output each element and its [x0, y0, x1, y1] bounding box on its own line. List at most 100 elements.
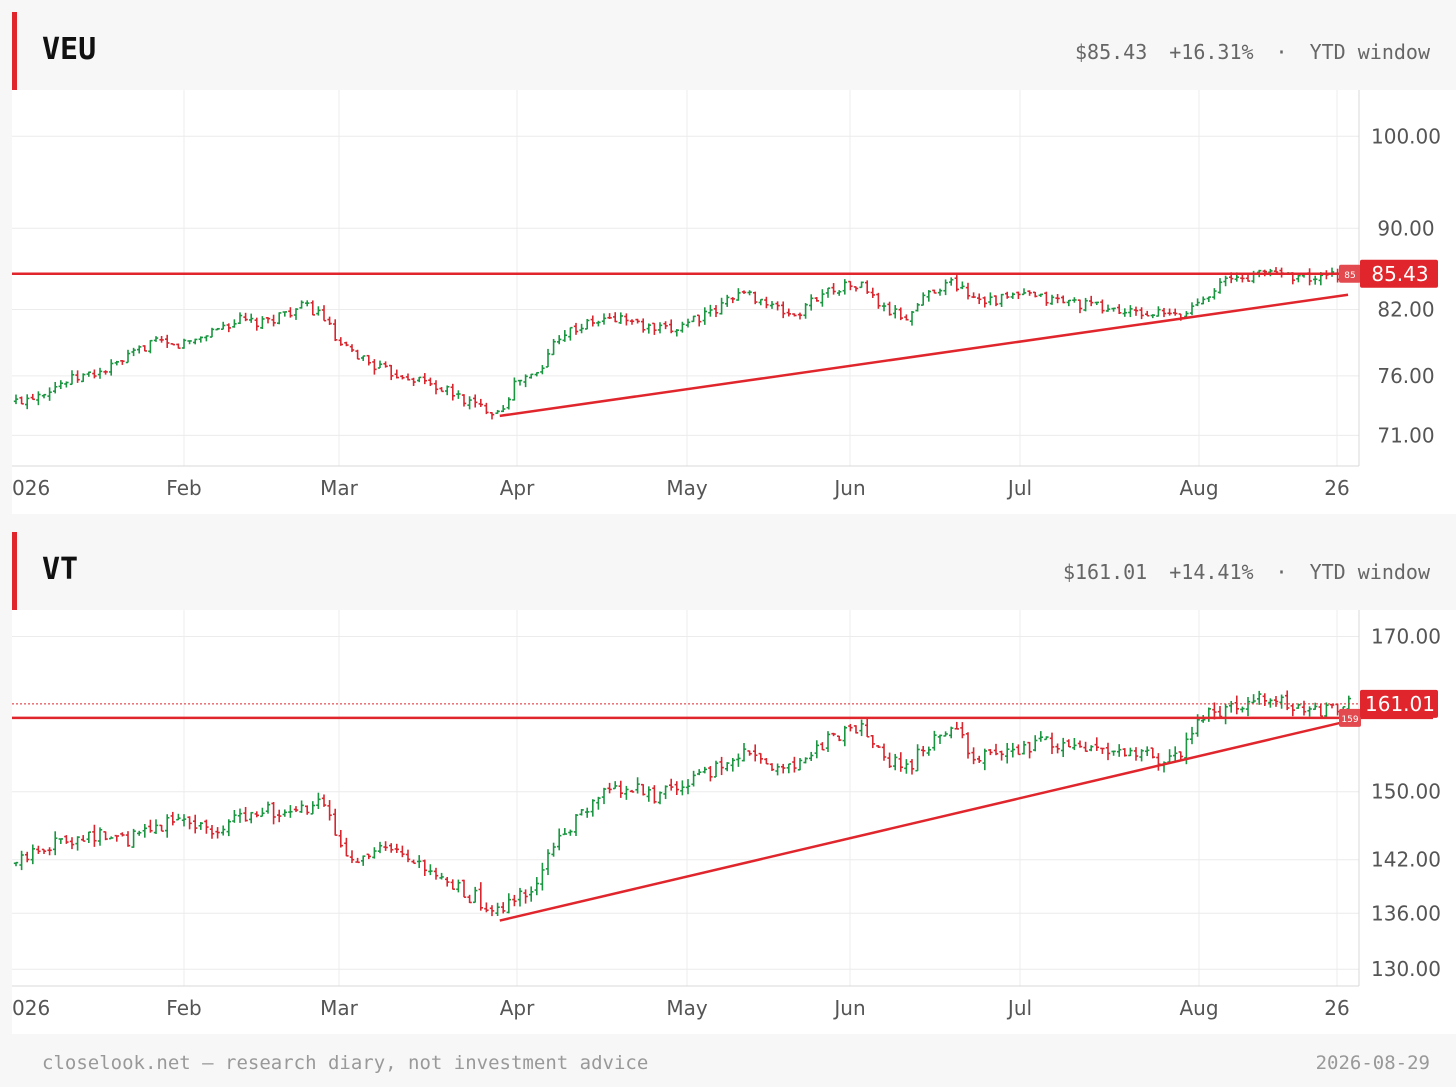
panel-header: VT $161.01 +14.41% · YTD window: [12, 532, 1456, 610]
ohlc-bar: [383, 361, 388, 368]
ohlc-bar: [669, 319, 674, 334]
ohlc-bar: [282, 809, 287, 817]
ohlc-bar: [1128, 747, 1133, 757]
ohlc-bar: [562, 330, 567, 342]
ohlc-bar: [30, 844, 35, 865]
ohlc-bar: [641, 783, 646, 796]
ohlc-bar: [137, 830, 142, 836]
ohlc-bar: [377, 841, 383, 854]
ohlc-bar: [898, 752, 903, 772]
ohlc-bar: [557, 828, 562, 851]
ohlc-bar: [506, 893, 511, 914]
ohlc-bar: [691, 770, 696, 787]
ohlc-bar: [1217, 278, 1223, 294]
ohlc-bar: [450, 879, 455, 890]
ohlc-bar: [601, 313, 607, 325]
small-price-tag: [1339, 264, 1361, 283]
ohlc-bar: [41, 848, 47, 854]
ohlc-bar: [193, 814, 198, 834]
ohlc-bar: [747, 750, 752, 756]
ohlc-bar: [887, 752, 892, 768]
ohlc-bar: [954, 721, 959, 730]
veu-chart-svg[interactable]: 100.00 90.00 82.00 76.00 71.00 026 Feb Mar Apr Ma…: [12, 90, 1456, 514]
ohlc-bar: [1111, 750, 1116, 756]
ohlc-bar: [153, 336, 159, 342]
chart-veu[interactable]: 100.00 90.00 82.00 76.00 71.00 026 Feb Mar Apr Ma…: [12, 90, 1456, 514]
x-tick-label: May: [666, 996, 708, 1020]
ohlc-bar: [338, 829, 343, 848]
ohlc-bar: [1212, 702, 1217, 720]
ohlc-bar: [786, 308, 791, 317]
ohlc-bar: [909, 759, 915, 775]
x-tick-label: Jun: [832, 476, 865, 500]
ohlc-bar: [271, 314, 276, 327]
stats-separator: ·: [1275, 560, 1288, 584]
ohlc-bar: [1251, 694, 1256, 704]
ohlc-bar: [1206, 296, 1211, 303]
vt-chart-svg[interactable]: 170.00 150.00 142.00 136.00 130.00 026 Feb Mar A…: [12, 610, 1456, 1034]
ohlc-bar: [456, 390, 461, 399]
ohlc-bar: [1229, 700, 1234, 713]
last-price-tag: [1360, 689, 1438, 718]
last-price-tag-label: 161.01: [1365, 692, 1435, 716]
ohlc-bar: [999, 750, 1004, 761]
ohlc-bar: [53, 381, 58, 394]
ohlc-bar: [58, 380, 63, 390]
ohlc-bar: [232, 319, 237, 328]
ohlc-bar: [389, 843, 394, 853]
ohlc-bar: [265, 801, 271, 814]
ohlc-bar: [1061, 737, 1066, 758]
ohlc-bar: [1010, 292, 1015, 299]
ohlc-bar: [1189, 726, 1195, 745]
ohlc-bar: [349, 344, 355, 353]
ohlc-bar: [148, 819, 153, 833]
ohlc-bar: [685, 779, 691, 795]
ohlc-bar: [601, 787, 607, 805]
ohlc-bar: [288, 307, 293, 318]
ohlc-bar: [585, 318, 590, 330]
ohlc-bar: [993, 295, 999, 307]
ohlc-bar: [209, 825, 215, 839]
ohlc-bar: [120, 832, 125, 837]
ohlc-bar: [960, 722, 965, 739]
ohlc-bar: [1083, 741, 1088, 753]
ohlc-bar: [624, 785, 629, 800]
ohlc-bar: [1245, 274, 1251, 282]
ohlc-bar: [467, 894, 472, 904]
ohlc-bar: [803, 757, 808, 764]
ohlc-bar: [310, 300, 315, 316]
ohlc-bar: [1077, 740, 1083, 748]
ohlc-bar: [1156, 306, 1161, 317]
ohlc-bar: [394, 843, 399, 853]
ohlc-bar: [109, 836, 114, 840]
ohlc-bar: [730, 297, 735, 304]
ohlc-bar: [422, 373, 427, 385]
x-tick-label: Jul: [1006, 996, 1032, 1020]
ohlc-bar: [159, 335, 164, 343]
ohlc-bar: [848, 723, 853, 732]
ohlc-bar: [831, 732, 836, 737]
ohlc-bar: [36, 845, 41, 854]
ohlc-bar: [1049, 732, 1055, 755]
ohlc-bar: [568, 829, 573, 836]
ohlc-bar: [237, 312, 243, 325]
y-tick-label: 90.00: [1377, 216, 1434, 240]
ohlc-bar: [400, 845, 405, 858]
ohlc-bar: [305, 805, 310, 815]
ohlc-bar: [1268, 698, 1273, 708]
ohlc-bar: [1010, 742, 1015, 758]
ohlc-bar: [260, 316, 265, 329]
ohlc-bar: [1133, 747, 1139, 761]
ohlc-bar: [400, 375, 405, 380]
ohlc-bar: [697, 314, 702, 327]
ohlc-bar: [288, 805, 293, 818]
ohlc-bar: [439, 872, 444, 880]
ohlc-bar: [781, 301, 786, 319]
ohlc-bar: [305, 300, 310, 307]
chart-vt[interactable]: 170.00 150.00 142.00 136.00 130.00 026 Feb Mar A…: [12, 610, 1456, 1034]
ohlc-bar: [181, 814, 187, 827]
ohlc-bar: [590, 799, 595, 817]
ohlc-bar: [25, 394, 30, 410]
ohlc-bar: [41, 393, 47, 399]
ohlc-bar: [1038, 731, 1043, 742]
